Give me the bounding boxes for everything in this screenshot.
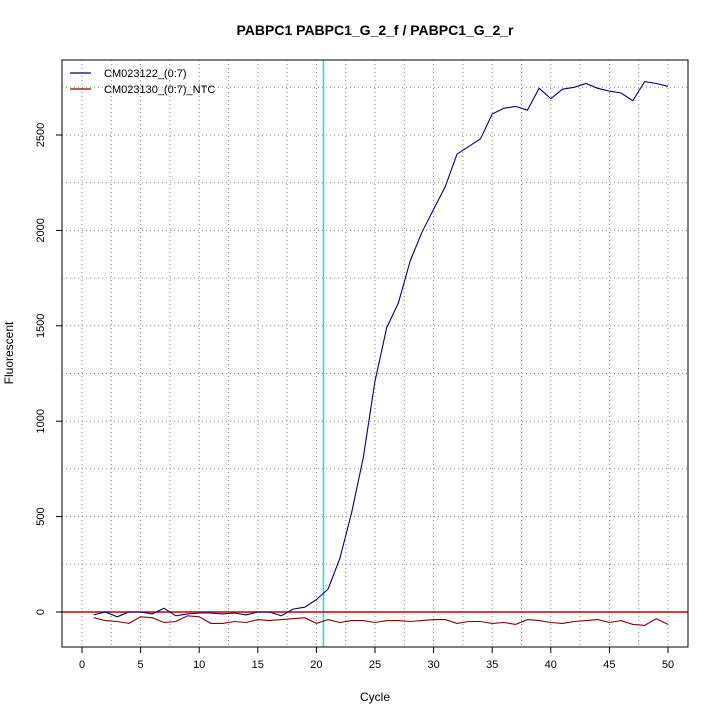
x-axis: 0 5 10 15 20 25 30 35 40 45 50 xyxy=(79,647,674,671)
y-tick-label: 1000 xyxy=(35,409,47,433)
grid-lines xyxy=(62,60,688,647)
x-tick-label: 10 xyxy=(193,659,205,671)
x-tick-label: 5 xyxy=(138,659,144,671)
y-tick-label: 1500 xyxy=(35,314,47,338)
x-tick-label: 35 xyxy=(486,659,498,671)
y-tick-label: 500 xyxy=(35,507,47,525)
x-tick-label: 20 xyxy=(310,659,322,671)
x-axis-label: Cycle xyxy=(360,690,390,704)
y-tick-label: 2500 xyxy=(35,123,47,147)
x-tick-label: 40 xyxy=(545,659,557,671)
legend-label-1: CM023122_(0:7) xyxy=(104,68,187,80)
x-tick-label: 15 xyxy=(252,659,264,671)
series-layer xyxy=(93,80,669,626)
y-tick-label: 0 xyxy=(35,609,47,615)
x-tick-label: 45 xyxy=(603,659,615,671)
legend-label-2: CM023130_(0:7)_NTC xyxy=(104,84,215,96)
y-axis-label: Fluorescent xyxy=(2,321,16,384)
y-axis: 0 500 1000 1500 2000 2500 xyxy=(35,123,62,615)
series-line-1 xyxy=(93,80,669,618)
y-tick-label: 2000 xyxy=(35,218,47,242)
legend: CM023122_(0:7) CM023130_(0:7)_NTC xyxy=(70,68,215,96)
chart-title: PABPC1 PABPC1_G_2_f / PABPC1_G_2_r xyxy=(237,22,515,38)
series-line-2 xyxy=(93,615,669,626)
x-tick-label: 50 xyxy=(662,659,674,671)
x-tick-label: 25 xyxy=(369,659,381,671)
x-tick-label: 30 xyxy=(427,659,439,671)
threshold-layer xyxy=(62,60,688,647)
x-tick-label: 0 xyxy=(79,659,85,671)
